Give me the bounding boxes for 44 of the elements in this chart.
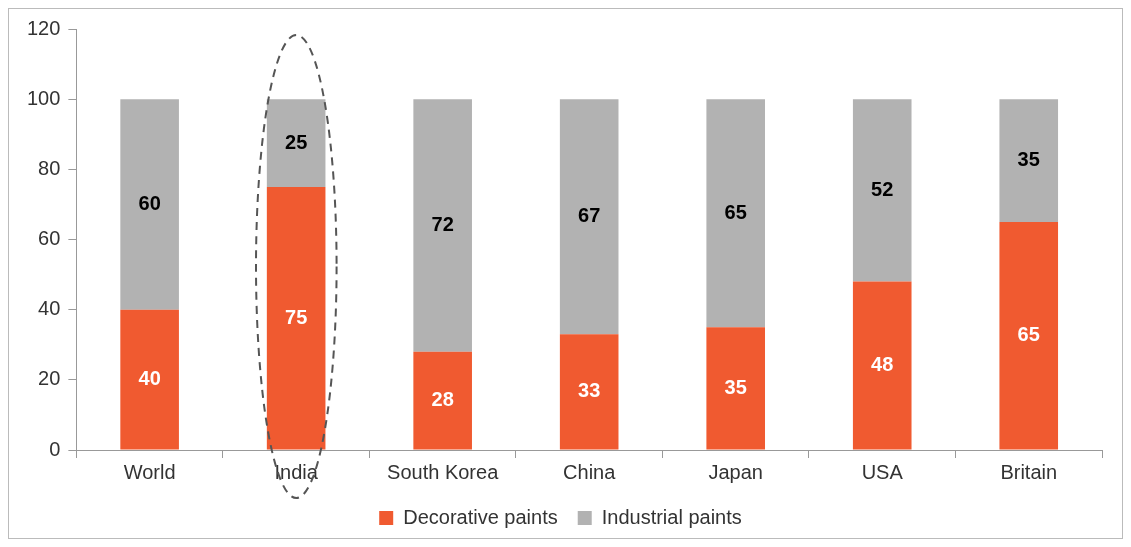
data-label: 72: [431, 212, 454, 235]
legend-label: Decorative paints: [403, 505, 558, 528]
data-label: 65: [724, 200, 747, 223]
bar: [852, 281, 912, 450]
data-label: 52: [871, 177, 894, 200]
x-tick-label: South Korea: [387, 460, 500, 483]
x-tick-label: USA: [861, 460, 904, 483]
data-label: 75: [285, 305, 308, 328]
x-tick-label: China: [563, 460, 617, 483]
data-label: 25: [285, 130, 308, 153]
y-tick-label: 100: [26, 86, 61, 109]
data-label: 60: [138, 191, 161, 214]
data-label: 65: [1017, 323, 1040, 346]
bar: [266, 99, 326, 187]
data-label: 67: [578, 204, 601, 227]
bar: [413, 351, 472, 450]
x-tick-label: Britain: [1000, 460, 1058, 483]
y-tick-label: 120: [26, 16, 61, 39]
bar: [999, 221, 1059, 450]
x-tick-label: India: [274, 460, 319, 483]
bar: [852, 99, 912, 282]
x-tick-label: Japan: [708, 460, 763, 483]
bar: [413, 99, 472, 352]
bar: [559, 334, 619, 450]
bar: [706, 99, 766, 328]
data-label: 35: [724, 375, 747, 398]
y-tick-label: 60: [38, 227, 61, 250]
data-label: 28: [431, 388, 454, 411]
bar: [999, 99, 1059, 222]
bar: [559, 99, 619, 335]
data-label: 33: [578, 379, 601, 402]
bar: [120, 309, 179, 450]
y-tick-label: 40: [38, 297, 61, 320]
y-tick-label: 0: [49, 437, 61, 460]
data-label: 40: [138, 367, 161, 390]
y-tick-label: 20: [38, 367, 61, 390]
data-label: 48: [871, 353, 894, 376]
legend-label: Industrial paints: [601, 505, 742, 528]
x-tick-label: World: [123, 460, 176, 483]
bar: [706, 327, 766, 450]
data-label: 35: [1017, 148, 1040, 171]
y-tick-label: 80: [38, 156, 61, 179]
bar: [266, 186, 326, 450]
bar: [120, 99, 179, 310]
